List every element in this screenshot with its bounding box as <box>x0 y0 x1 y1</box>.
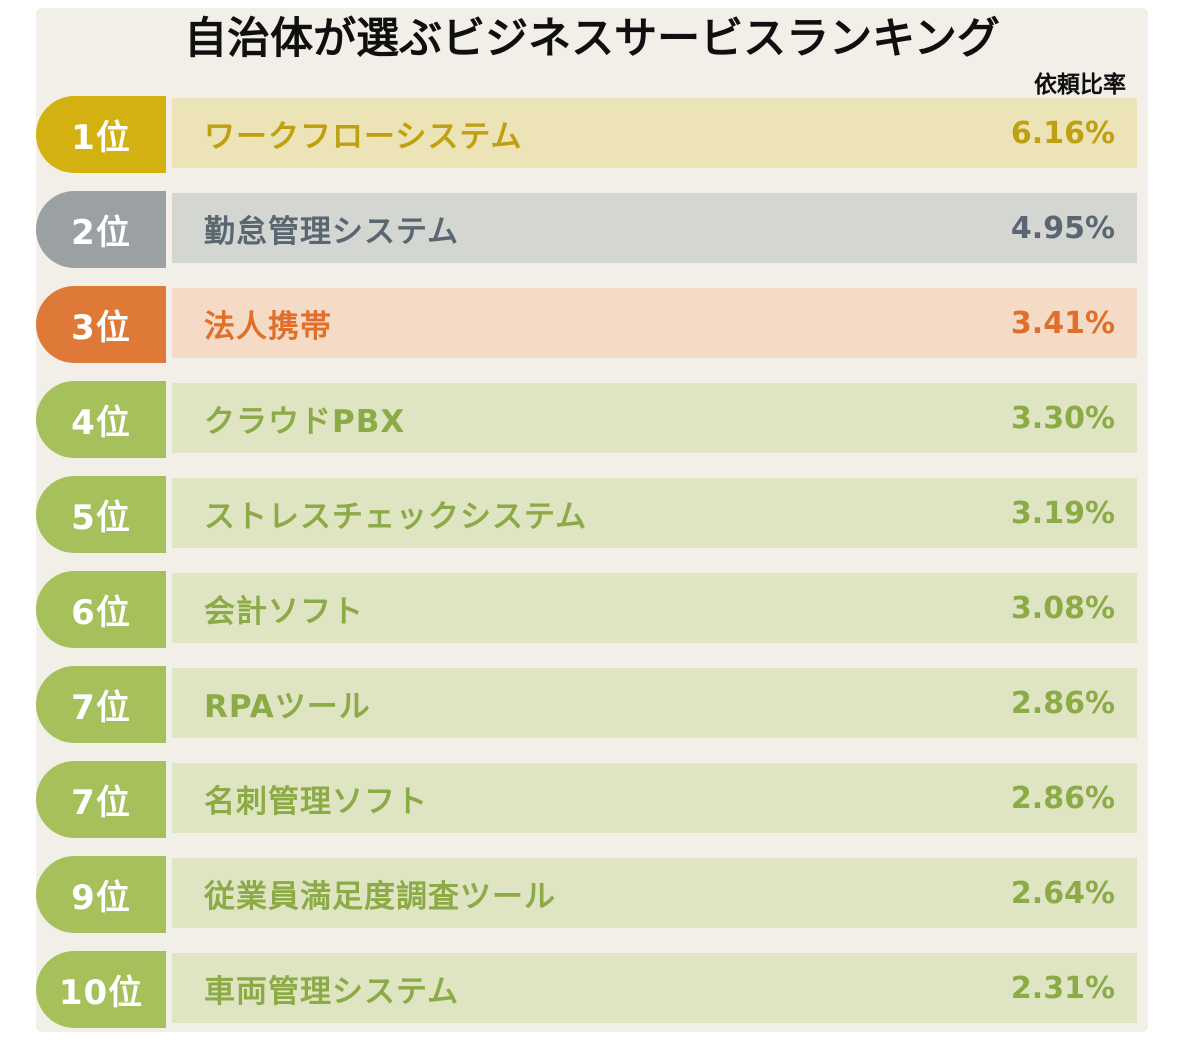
rank-bar: 勤怠管理システム 4.95% <box>172 193 1137 263</box>
ranking-row: 9位 従業員満足度調査ツール 2.64% <box>36 856 1148 933</box>
rank-badge: 1位 <box>36 96 166 173</box>
ranking-row: 7位 RPAツール 2.86% <box>36 666 1148 743</box>
service-name: ストレスチェックシステム <box>204 498 588 535</box>
rank-bar: 名刺管理ソフト 2.86% <box>172 763 1137 833</box>
rank-bar: クラウドPBX 3.30% <box>172 383 1137 453</box>
rank-label: 7位 <box>71 688 131 728</box>
service-name: 従業員満足度調査ツール <box>204 878 556 915</box>
service-name: 名刺管理ソフト <box>204 783 428 820</box>
rank-badge: 5位 <box>36 476 166 553</box>
service-name: ワークフローシステム <box>204 118 523 155</box>
ranking-row: 3位 法人携帯 3.41% <box>36 286 1148 363</box>
value-percent: 3.08% <box>1010 590 1115 626</box>
ranking-row: 7位 名刺管理ソフト 2.86% <box>36 761 1148 838</box>
value-column-label: 依頼比率 <box>1034 72 1126 98</box>
rank-bar: RPAツール 2.86% <box>172 668 1137 738</box>
rank-bar: 車両管理システム 2.31% <box>172 953 1137 1023</box>
ranking-row: 5位 ストレスチェックシステム 3.19% <box>36 476 1148 553</box>
value-percent: 2.86% <box>1010 780 1115 816</box>
ranking-list: 1位 ワークフローシステム 6.16% 2位 勤怠管理システム 4.95% 3位… <box>36 96 1148 1048</box>
page-title: 自治体が選ぶビジネスサービスランキング <box>184 14 1000 64</box>
value-percent: 2.64% <box>1010 875 1115 911</box>
rank-label: 6位 <box>71 593 131 633</box>
rank-badge: 2位 <box>36 191 166 268</box>
service-name: 車両管理システム <box>204 973 460 1010</box>
service-name: 会計ソフト <box>204 593 364 630</box>
ranking-card: 自治体が選ぶビジネスサービスランキング 依頼比率 1位 ワークフローシステム 6… <box>36 8 1148 1032</box>
value-percent: 3.19% <box>1010 495 1115 531</box>
service-name: RPAツール <box>204 688 371 725</box>
rank-label: 5位 <box>71 498 131 538</box>
rank-bar: ワークフローシステム 6.16% <box>172 98 1137 168</box>
rank-bar: 法人携帯 3.41% <box>172 288 1137 358</box>
rank-label: 1位 <box>71 118 131 158</box>
value-percent: 4.95% <box>1010 210 1115 246</box>
rank-label: 9位 <box>71 878 131 918</box>
ranking-row: 4位 クラウドPBX 3.30% <box>36 381 1148 458</box>
value-percent: 6.16% <box>1010 115 1115 151</box>
ranking-row: 6位 会計ソフト 3.08% <box>36 571 1148 648</box>
service-name: クラウドPBX <box>204 403 406 440</box>
ranking-row: 2位 勤怠管理システム 4.95% <box>36 191 1148 268</box>
rank-badge: 3位 <box>36 286 166 363</box>
value-percent: 2.86% <box>1010 685 1115 721</box>
value-percent: 3.41% <box>1010 305 1115 341</box>
ranking-row: 10位 車両管理システム 2.31% <box>36 951 1148 1028</box>
rank-label: 7位 <box>71 783 131 823</box>
rank-badge: 6位 <box>36 571 166 648</box>
value-percent: 3.30% <box>1010 400 1115 436</box>
value-percent: 2.31% <box>1010 970 1115 1006</box>
rank-label: 10位 <box>58 973 144 1013</box>
rank-bar: 会計ソフト 3.08% <box>172 573 1137 643</box>
service-name: 勤怠管理システム <box>204 213 460 250</box>
rank-bar: 従業員満足度調査ツール 2.64% <box>172 858 1137 928</box>
rank-badge: 4位 <box>36 381 166 458</box>
rank-badge: 7位 <box>36 761 166 838</box>
rank-bar: ストレスチェックシステム 3.19% <box>172 478 1137 548</box>
ranking-row: 1位 ワークフローシステム 6.16% <box>36 96 1148 173</box>
rank-badge: 9位 <box>36 856 166 933</box>
rank-badge: 10位 <box>36 951 166 1028</box>
rank-badge: 7位 <box>36 666 166 743</box>
rank-label: 2位 <box>71 213 131 253</box>
service-name: 法人携帯 <box>204 308 332 345</box>
rank-label: 4位 <box>71 403 131 443</box>
rank-label: 3位 <box>71 308 131 348</box>
